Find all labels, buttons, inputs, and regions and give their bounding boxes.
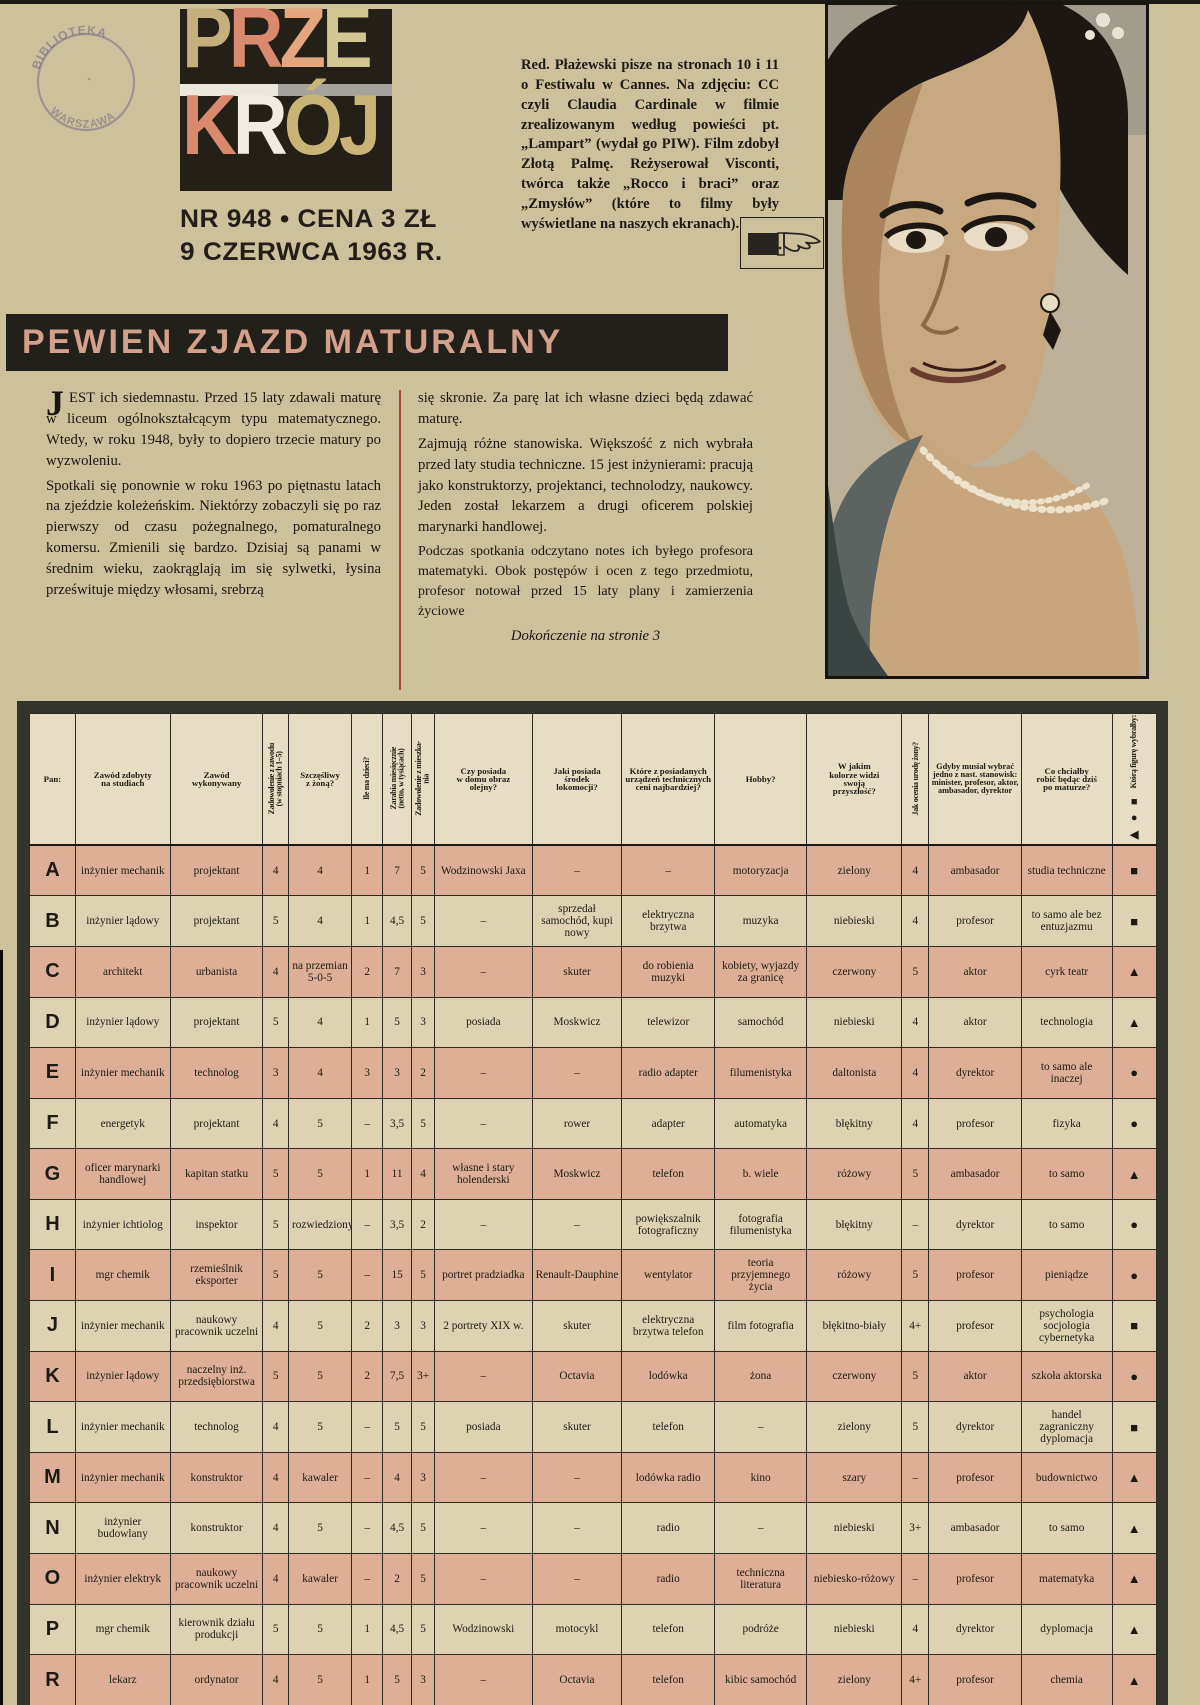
svg-text:BIBLIOTEKA: BIBLIOTEKA <box>29 23 109 71</box>
svg-text:WARSZAWA: WARSZAWA <box>48 105 118 131</box>
